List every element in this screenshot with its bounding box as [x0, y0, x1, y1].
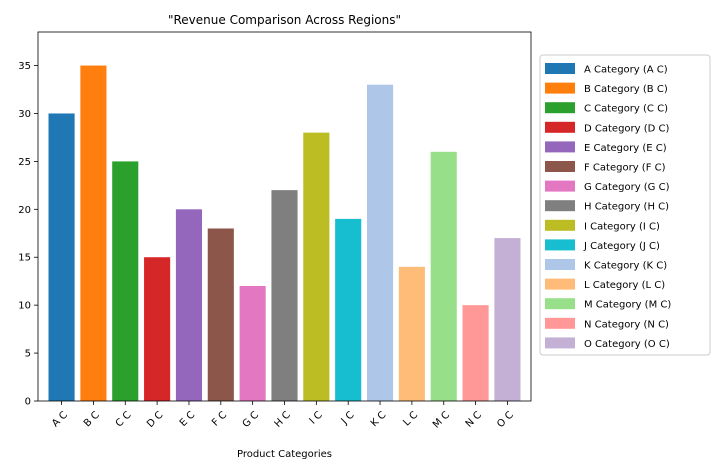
legend-swatch	[545, 180, 575, 192]
legend: A Category (A C) B Category (B C) C Catego…	[539, 54, 711, 356]
legend-label: J Category (J C)	[583, 241, 660, 252]
legend-swatch	[545, 82, 575, 94]
y-tick-label: 25	[18, 157, 31, 168]
legend-swatch	[545, 298, 575, 310]
legend-label: K Category (K C)	[584, 261, 667, 272]
bar-g-c	[239, 285, 266, 401]
legend-swatch	[545, 63, 575, 74]
legend-label: A Category (A C)	[584, 65, 668, 76]
legend-swatch	[545, 278, 575, 290]
y-tick-label: 35	[18, 61, 31, 72]
bar-e-c	[175, 209, 203, 401]
y-axis: 0 5 10 15 20 25 30 35	[18, 61, 38, 408]
legend-label: H Category (H C)	[584, 202, 669, 213]
bars-group	[48, 65, 521, 402]
legend-swatch	[545, 141, 575, 153]
legend-swatch	[545, 161, 575, 172]
legend-box	[539, 54, 711, 356]
legend-label: E Category (E C)	[584, 143, 667, 154]
legend-label: L Category (L C)	[584, 280, 665, 291]
legend-label: I Category (I C)	[584, 221, 660, 232]
bar-j-c	[335, 218, 362, 401]
y-tick-label: 15	[18, 253, 31, 264]
legend-swatch	[545, 337, 575, 349]
bar-k-c	[366, 84, 394, 402]
legend-label: F Category (F C)	[584, 163, 666, 174]
bar-b-c	[80, 65, 107, 402]
bar-n-c	[462, 305, 489, 401]
legend-label: G Category (G C)	[584, 182, 670, 193]
y-tick-label: 30	[18, 109, 31, 120]
legend-swatch	[545, 259, 575, 270]
legend-label: B Category (B C)	[584, 84, 668, 95]
legend-label: M Category (M C)	[584, 300, 671, 311]
bar-d-c	[144, 257, 171, 401]
bar-o-c	[494, 238, 521, 401]
legend-label: N Category (N C)	[584, 319, 669, 330]
bar-f-c	[207, 228, 234, 401]
legend-swatch	[545, 121, 575, 133]
x-axis-label: Product Categories	[237, 449, 332, 460]
legend-swatch	[545, 200, 575, 212]
bar-m-c	[430, 151, 457, 401]
y-tick-label: 5	[25, 349, 31, 360]
bar-l-c	[398, 266, 425, 401]
legend-label: O Category (O C)	[584, 339, 670, 350]
bar-a-c	[48, 113, 75, 401]
chart-title: "Revenue Comparison Across Regions"	[168, 13, 401, 27]
y-tick-label: 0	[25, 397, 31, 408]
legend-swatch	[545, 219, 575, 231]
legend-swatch	[545, 239, 575, 251]
legend-swatch	[545, 317, 575, 329]
legend-label: D Category (D C)	[584, 123, 669, 134]
y-tick-label: 20	[18, 205, 31, 216]
bar-i-c	[303, 132, 330, 401]
bar-h-c	[271, 190, 298, 401]
legend-label: C Category (C C)	[584, 104, 668, 115]
legend-swatch	[545, 102, 575, 114]
bar-c-c	[112, 161, 139, 401]
y-tick-label: 10	[18, 301, 31, 312]
